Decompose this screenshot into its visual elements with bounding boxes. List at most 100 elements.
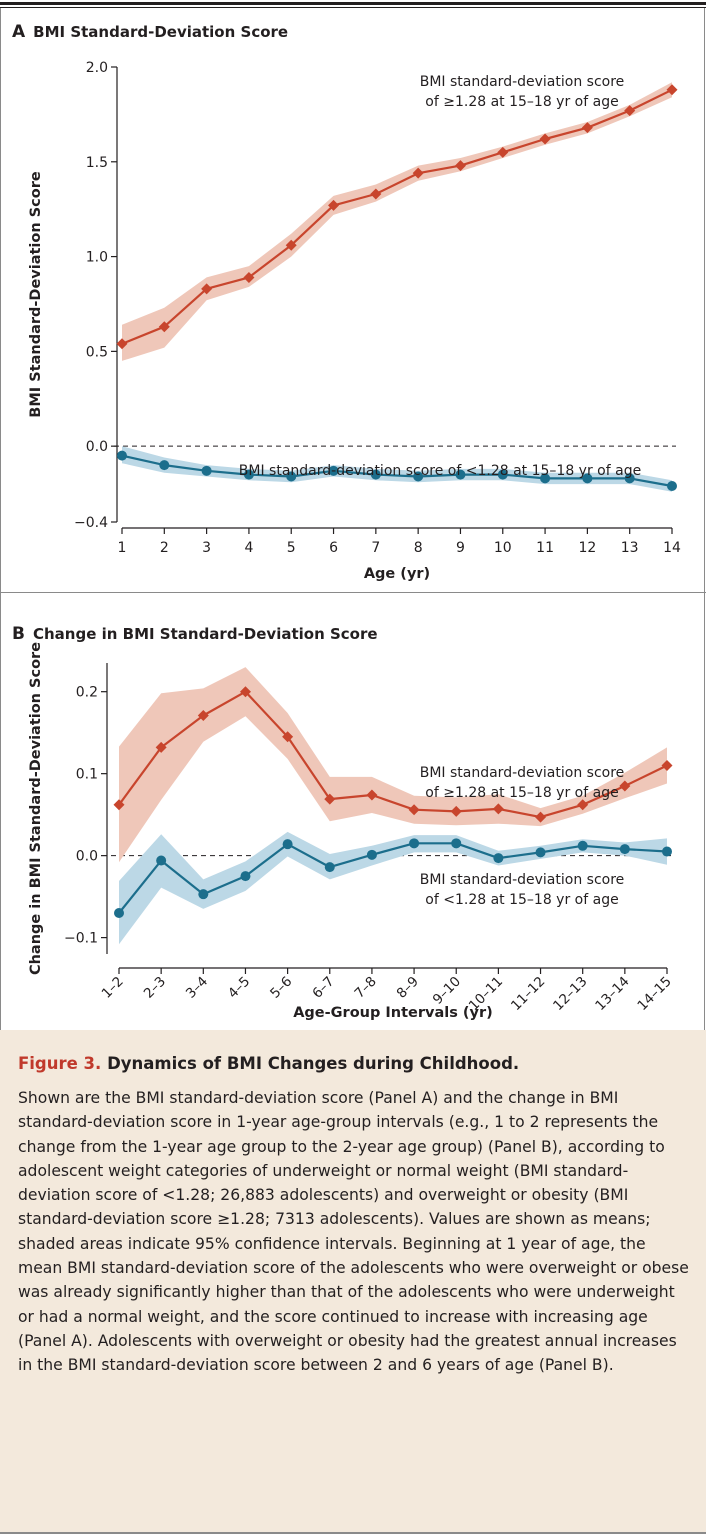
data-point-normal	[159, 460, 170, 471]
data-point-normal	[156, 855, 167, 866]
caption-title: Figure 3. Dynamics of BMI Changes during…	[18, 1054, 519, 1073]
data-point-normal	[324, 862, 335, 873]
data-point-overweight	[497, 146, 509, 158]
x-axis-title: Age-Group Intervals (yr)	[293, 1005, 493, 1021]
data-point-normal	[198, 889, 209, 900]
bottom-rule	[0, 1532, 706, 1534]
data-point-normal	[282, 839, 293, 850]
data-point-normal	[413, 471, 424, 482]
data-point-normal	[409, 838, 420, 849]
x-tick-label: 1	[118, 540, 127, 556]
data-point-normal	[114, 908, 124, 919]
data-point-overweight	[158, 321, 170, 333]
data-point-normal	[535, 847, 546, 858]
series-label-overweight: BMI standard-deviation score	[420, 74, 625, 90]
data-point-overweight	[661, 759, 673, 771]
x-tick-label: 2	[160, 540, 169, 556]
y-tick-label: 0.5	[86, 344, 108, 360]
ci-band-overweight	[119, 667, 667, 863]
y-tick-label: 0.0	[76, 849, 98, 865]
data-point-overweight	[577, 799, 589, 811]
figure-frame	[0, 8, 705, 1532]
data-point-overweight	[581, 122, 593, 134]
data-point-overweight	[666, 84, 678, 96]
data-point-normal	[240, 871, 251, 882]
x-tick-label: 5–6	[267, 974, 295, 1002]
chart-panel-b: −0.1 0.0 0.1 0.2 1–2 2–3 3–4 4–5 5–6 6–7 7–8 8–9 9–1…	[28, 642, 675, 1021]
series-label-overweight: of ≥1.28 at 15–18 yr of age	[425, 94, 618, 110]
data-point-overweight	[113, 799, 125, 811]
data-point-normal	[662, 846, 672, 857]
figure-label: Figure 3.	[18, 1054, 102, 1073]
data-point-normal	[497, 469, 508, 480]
data-point-overweight	[624, 105, 636, 117]
x-tick-label: 11	[536, 540, 554, 556]
data-point-overweight	[408, 804, 420, 816]
panel-a-title: A BMI Standard-Deviation Score	[12, 22, 288, 42]
y-tick-label: −0.1	[64, 931, 98, 947]
x-tick-label: 9–10	[430, 974, 464, 1008]
data-point-overweight	[412, 167, 424, 179]
data-point-normal	[370, 469, 381, 480]
x-tick-label: 13–14	[592, 974, 632, 1014]
x-tick-label: 13	[621, 540, 639, 556]
caption-body: Shown are the BMI standard-deviation sco…	[18, 1089, 689, 1375]
series-line-overweight	[118, 690, 668, 819]
data-point-overweight	[370, 188, 382, 200]
x-tick-label: 1–2	[99, 974, 127, 1002]
series-line-normal	[121, 454, 673, 488]
x-tick-label: 12–13	[550, 974, 590, 1014]
x-tick-label: 8	[414, 540, 423, 556]
data-point-normal	[540, 473, 551, 484]
panel-a-title-text: BMI Standard-Deviation Score	[33, 23, 289, 41]
series-line-overweight	[121, 88, 673, 345]
x-tick-label: 10	[494, 540, 512, 556]
data-point-overweight	[328, 199, 340, 211]
panel-a-letter: A	[12, 22, 26, 42]
data-point-normal	[286, 471, 297, 482]
data-point-normal	[366, 849, 377, 860]
data-point-overweight	[282, 731, 294, 743]
data-point-overweight	[454, 160, 466, 172]
x-tick-label: 4–5	[225, 974, 253, 1002]
data-point-overweight	[619, 780, 631, 792]
data-point-overweight	[366, 789, 378, 801]
data-point-overweight	[535, 811, 547, 823]
x-tick-label: 14–15	[634, 974, 674, 1014]
data-point-overweight	[155, 741, 167, 753]
data-point-normal	[493, 853, 504, 864]
data-point-overweight	[201, 283, 213, 295]
chart-panel-a: −0.40.00.51.01.52.01 2 3 4 5 6 7 8 9 10 11 12 13 14Ag…	[28, 60, 681, 582]
data-point-overweight	[539, 133, 551, 145]
y-tick-label: 1.0	[86, 250, 108, 266]
y-tick-label: 0.0	[86, 439, 108, 455]
caption-title-text: Dynamics of BMI Changes during Childhood…	[107, 1054, 520, 1073]
x-tick-label: 14	[663, 540, 681, 556]
data-point-normal	[117, 450, 127, 461]
data-point-normal	[582, 473, 593, 484]
data-point-overweight	[116, 338, 128, 350]
x-axis-title: Age (yr)	[364, 566, 430, 582]
data-point-overweight	[324, 793, 336, 805]
panel-b-title: B Change in BMI Standard-Deviation Score	[12, 624, 378, 644]
series-label-overweight: of ≥1.28 at 15–18 yr of age	[425, 785, 618, 801]
y-tick-label: 0.1	[76, 767, 98, 783]
x-tick-label: 5	[287, 540, 296, 556]
data-point-normal	[667, 480, 677, 491]
data-point-normal	[577, 840, 588, 851]
x-tick-label: 3–4	[183, 974, 211, 1002]
x-tick-label: 6	[329, 540, 338, 556]
data-point-normal	[201, 465, 212, 476]
x-tick-label: 2–3	[141, 974, 169, 1002]
data-point-normal	[455, 469, 466, 480]
y-tick-label: 2.0	[86, 60, 108, 76]
x-tick-label: 7	[371, 540, 380, 556]
caption-box	[0, 1030, 706, 1532]
y-axis-title: BMI Standard-Deviation Score	[28, 171, 44, 418]
panel-separator	[0, 592, 706, 593]
data-point-normal	[624, 473, 635, 484]
series-label-overweight: BMI standard-deviation score	[420, 765, 625, 781]
x-tick-label: 9	[456, 540, 465, 556]
x-tick-label: 8–9	[394, 974, 422, 1002]
top-rule-thin	[0, 7, 706, 8]
